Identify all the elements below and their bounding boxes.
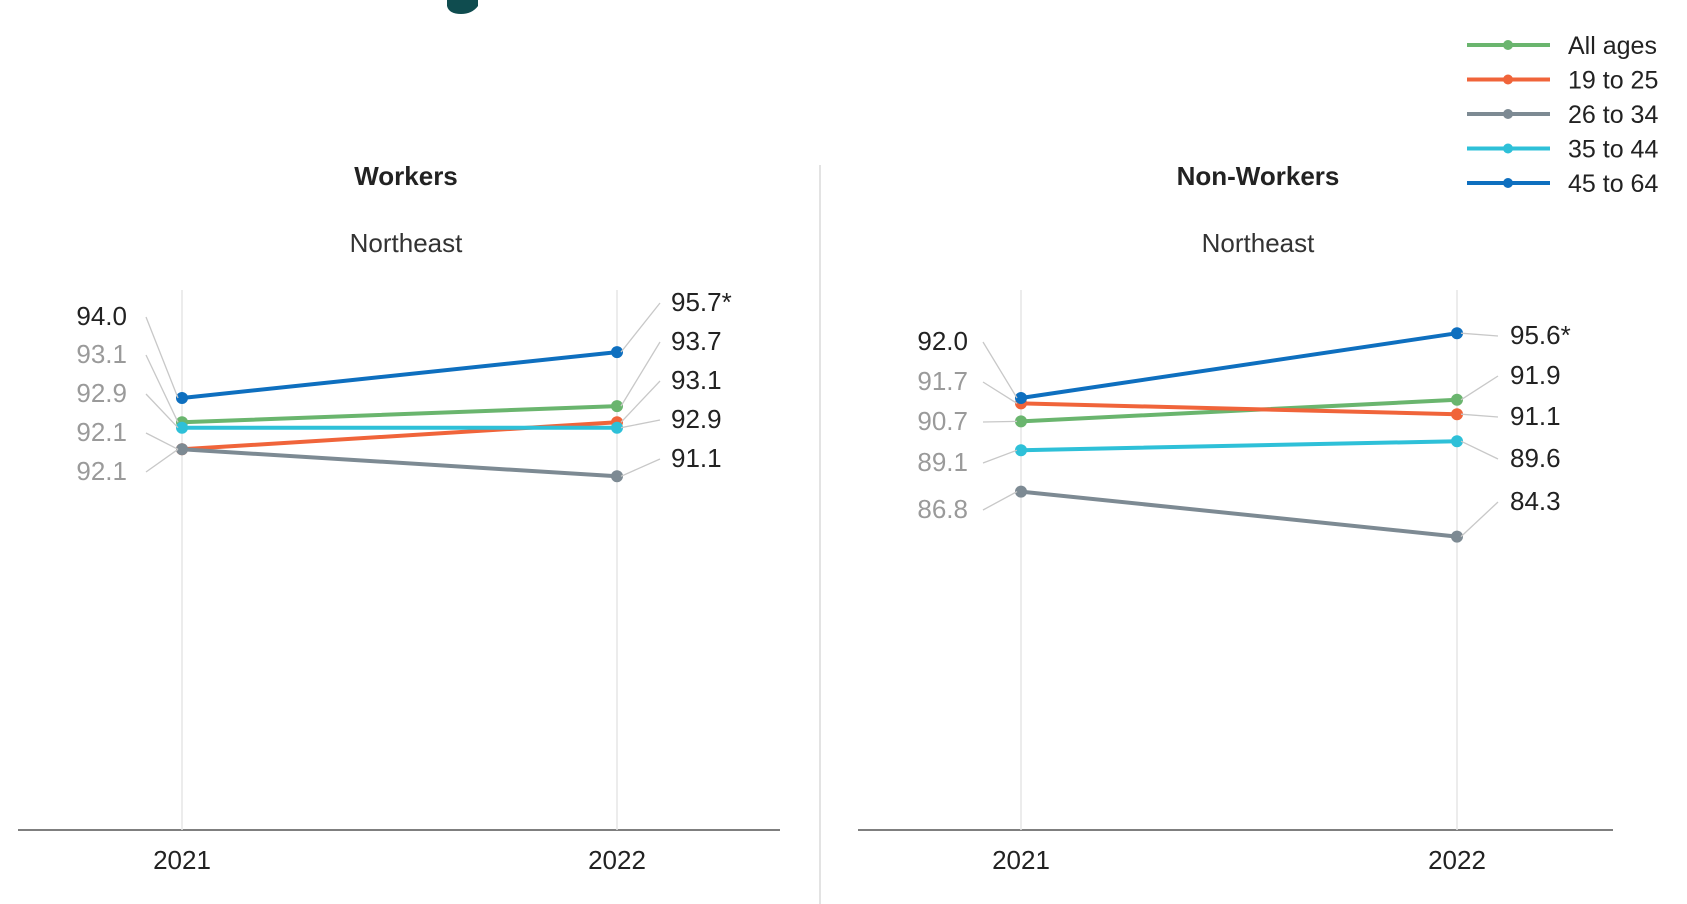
data-label-2021: 91.7: [917, 366, 968, 396]
series-line-26-to-34: [180, 447, 619, 479]
x-tick-label: 2021: [153, 845, 211, 875]
data-point-35-to-44-2021: [176, 421, 188, 434]
panel-subtitle: Northeast: [350, 228, 463, 258]
data-point-19-to-25-2022: [1451, 408, 1463, 421]
series-line-19-to-25: [1019, 401, 1459, 417]
legend-marker: [1503, 143, 1513, 154]
data-point-all-ages-2022: [1451, 393, 1463, 406]
data-label-2021: 93.1: [76, 339, 127, 369]
data-point-45-to-64-2021: [1015, 392, 1027, 404]
data-label-2021: 92.0: [917, 326, 968, 356]
leader-line: [982, 491, 1018, 511]
series-line-35-to-44: [1019, 439, 1459, 453]
legend-label: 19 to 25: [1568, 67, 1658, 95]
leader-line: [982, 449, 1018, 464]
data-point-45-to-64-2022: [1451, 327, 1463, 340]
leader-line: [620, 380, 661, 423]
data-point-45-to-64-2021: [176, 392, 188, 404]
workers-panel: Workers Northeast 2021 2022 94.0 93.1 92.9…: [18, 161, 780, 875]
leader-line: [620, 419, 661, 429]
panel-title: Non-Workers: [1177, 161, 1340, 191]
leader-line: [145, 448, 179, 473]
data-label-2022: 89.6: [1510, 443, 1561, 473]
data-point-all-ages-2022: [611, 400, 623, 413]
data-label-2021: 92.1: [76, 456, 127, 486]
legend-item-19-to-25: 19 to 25: [1467, 67, 1658, 95]
non-workers-panel: Non-Workers Northeast 2021 2022 92.0 91.7…: [858, 161, 1613, 875]
legend-marker: [1503, 109, 1513, 119]
legend-marker: [1503, 74, 1513, 85]
leader-line: [620, 302, 661, 353]
data-label-2021: 90.7: [917, 406, 968, 436]
legend: All ages 19 to 25 26 to 34 35 to 44 45 to 64: [1467, 32, 1658, 198]
legend-item-45-to-64: 45 to 64: [1467, 170, 1658, 198]
legend-item-35-to-44: 35 to 44: [1467, 136, 1658, 164]
data-point-all-ages-2021: [1015, 415, 1027, 428]
series-line-26-to-34: [1019, 489, 1459, 539]
legend-item-26-to-34: 26 to 34: [1467, 101, 1658, 129]
data-point-26-to-34-2021: [176, 443, 188, 456]
series-line-45-to-64: [1019, 331, 1459, 400]
data-point-35-to-44-2022: [611, 421, 623, 434]
legend-item-all-ages: All ages: [1467, 32, 1657, 60]
data-label-2022: 91.9: [1510, 360, 1561, 390]
data-label-2022: 92.9: [671, 404, 722, 434]
leader-line: [1460, 413, 1499, 418]
data-label-2021: 92.1: [76, 417, 127, 447]
leader-line: [145, 393, 179, 429]
panel-title: Workers: [354, 161, 458, 191]
leader-line: [1460, 375, 1499, 401]
data-label-2022: 95.7*: [671, 287, 732, 317]
panel-subtitle: Northeast: [1202, 228, 1315, 258]
x-tick-label: 2022: [1428, 845, 1486, 875]
leader-line: [982, 420, 1018, 423]
data-label-2021: 92.9: [76, 378, 127, 408]
data-point-26-to-34-2022: [611, 470, 623, 483]
leader-line: [145, 354, 179, 423]
data-label-2022: 93.1: [671, 365, 722, 395]
x-tick-label: 2022: [588, 845, 646, 875]
legend-label: All ages: [1568, 32, 1657, 60]
leader-line: [620, 458, 661, 477]
data-label-2022: 91.1: [671, 443, 722, 473]
data-label-2022: 91.1: [1510, 401, 1561, 431]
legend-marker: [1503, 178, 1513, 188]
leader-line: [1460, 332, 1499, 337]
data-point-35-to-44-2021: [1015, 444, 1027, 457]
legend-marker: [1503, 40, 1513, 50]
leader-line: [1460, 501, 1499, 538]
leader-line: [145, 432, 179, 450]
legend-label: 35 to 44: [1568, 136, 1658, 164]
data-point-45-to-64-2022: [611, 346, 623, 359]
leader-line: [1460, 440, 1499, 460]
data-point-35-to-44-2022: [1451, 435, 1463, 448]
data-label-2022: 84.3: [1510, 486, 1561, 516]
data-label-2022: 95.6*: [1510, 320, 1571, 350]
legend-label: 45 to 64: [1568, 170, 1658, 198]
x-tick-label: 2021: [992, 845, 1050, 875]
series-line-all-ages: [180, 404, 619, 425]
data-point-26-to-34-2022: [1451, 530, 1463, 543]
data-label-2022: 93.7: [671, 326, 722, 356]
data-label-2021: 86.8: [917, 494, 968, 524]
leader-line: [145, 316, 179, 399]
leader-line: [620, 341, 661, 407]
cropped-heading-fragment: [447, 0, 478, 14]
series-line-45-to-64: [180, 350, 619, 400]
data-label-2021: 89.1: [917, 447, 968, 477]
data-point-26-to-34-2021: [1015, 485, 1027, 498]
legend-label: 26 to 34: [1568, 101, 1658, 129]
leader-line: [982, 381, 1018, 404]
leader-line: [982, 341, 1018, 399]
data-label-2021: 94.0: [76, 301, 127, 331]
